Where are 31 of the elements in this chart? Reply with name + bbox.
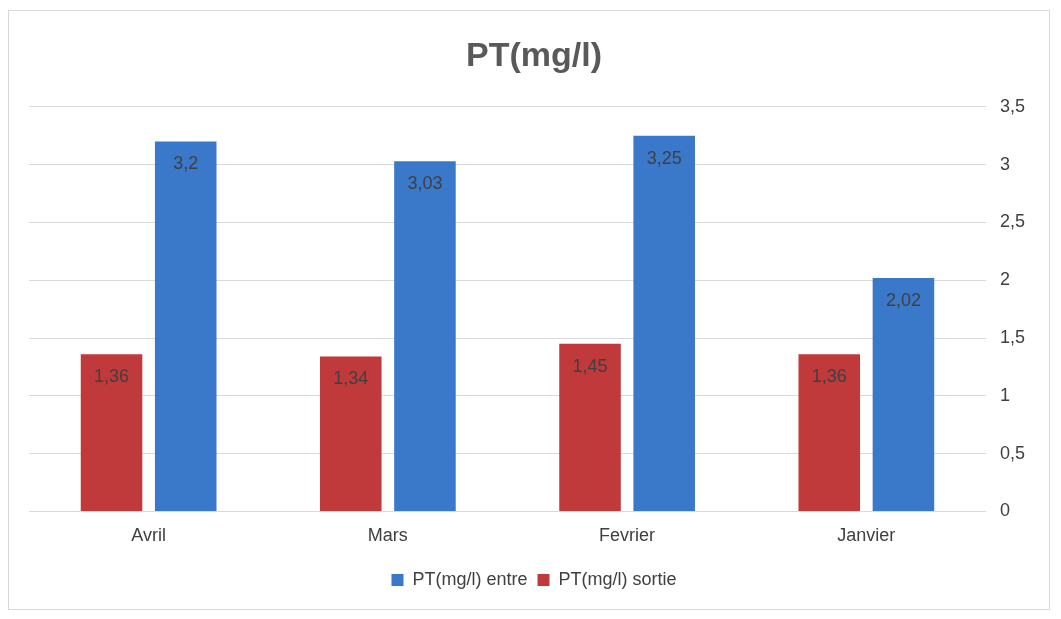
- data-label: 1,34: [333, 368, 369, 389]
- y-tick-label: 2,5: [999, 211, 1026, 232]
- data-label: 1,45: [572, 355, 608, 376]
- y-tick-label: 3: [999, 153, 1010, 174]
- y-tick-label: 2: [999, 269, 1010, 290]
- y-tick-label: 1: [999, 384, 1010, 405]
- data-label: 3,2: [173, 153, 199, 174]
- bar: [394, 161, 456, 511]
- x-tick-label: Avril: [131, 525, 166, 546]
- chart-title: PT(mg/l): [466, 34, 602, 73]
- bar: [154, 141, 217, 511]
- legend-label: PT(mg/l) entre: [412, 568, 528, 589]
- bar: [559, 343, 621, 511]
- y-tick-label: 0: [999, 500, 1010, 521]
- data-label: 1,36: [94, 366, 130, 387]
- bar: [633, 135, 695, 511]
- bar: [872, 277, 935, 511]
- legend-label: PT(mg/l) sortie: [558, 568, 677, 589]
- y-tick-label: 1,5: [999, 326, 1026, 347]
- data-label: 3,03: [407, 173, 443, 194]
- data-label: 1,36: [811, 366, 847, 387]
- y-tick-label: 3,5: [999, 95, 1026, 116]
- x-tick-label: Mars: [367, 525, 408, 546]
- bar: [80, 354, 143, 511]
- data-label: 2,02: [885, 289, 921, 310]
- x-tick-label: Janvier: [837, 525, 896, 546]
- bar: [798, 354, 861, 511]
- data-label: 3,25: [646, 147, 682, 168]
- bar: [320, 356, 382, 511]
- y-tick-label: 0,5: [999, 442, 1026, 463]
- x-tick-label: Fevrier: [599, 525, 656, 546]
